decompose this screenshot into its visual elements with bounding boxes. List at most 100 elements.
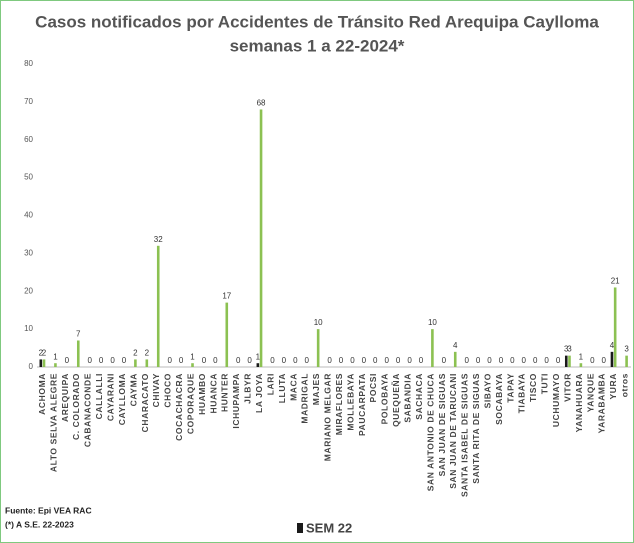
value-label: 1 bbox=[256, 352, 261, 361]
value-label: 0 bbox=[179, 356, 184, 365]
x-tick-label: SAN JUAN DE SIGUAS bbox=[437, 373, 447, 476]
x-tick-label: CAYLLOMA bbox=[117, 373, 127, 425]
value-label: 0 bbox=[99, 356, 104, 365]
x-tick-label: SOCABAYA bbox=[494, 373, 504, 425]
x-tick-label: YANAHUARA bbox=[574, 373, 584, 432]
bar bbox=[610, 351, 614, 367]
value-label: 1 bbox=[53, 352, 58, 361]
value-label: 0 bbox=[339, 356, 344, 365]
x-tick-label: LA JOYA bbox=[254, 373, 264, 413]
bar bbox=[625, 355, 628, 367]
x-tick-label: ICHUPAMPA bbox=[231, 373, 241, 429]
y-tick-label: 0 bbox=[29, 362, 34, 371]
x-tick-label: AREQUIPA bbox=[60, 373, 70, 422]
value-label: 0 bbox=[442, 356, 447, 365]
value-label: 7 bbox=[76, 330, 81, 339]
x-tick-label: SACHACA bbox=[414, 373, 424, 420]
value-label: 3 bbox=[564, 345, 569, 354]
x-tick-label: LLUTA bbox=[277, 373, 287, 403]
bar bbox=[564, 355, 568, 367]
x-tick-label: ACHOMA bbox=[37, 373, 47, 415]
value-label: 10 bbox=[428, 318, 437, 327]
bar bbox=[145, 359, 149, 367]
value-label: 2 bbox=[42, 349, 47, 358]
legend-label: SEM 22 bbox=[306, 520, 352, 535]
value-label: 0 bbox=[487, 356, 492, 365]
y-tick-label: 80 bbox=[24, 59, 33, 68]
x-tick-label: C. COLORADO bbox=[71, 373, 81, 440]
value-label: 0 bbox=[602, 356, 607, 365]
x-tick-label: TISCO bbox=[528, 373, 538, 402]
bar bbox=[76, 340, 80, 367]
y-tick-label: 50 bbox=[24, 173, 33, 182]
value-label: 10 bbox=[314, 318, 323, 327]
value-label: 0 bbox=[167, 356, 172, 365]
x-tick-label: CHOCO bbox=[163, 373, 173, 408]
bar bbox=[256, 363, 260, 367]
value-label: 17 bbox=[222, 292, 231, 301]
x-tick-label: MACA bbox=[288, 373, 298, 401]
x-tick-label: CHIVAY bbox=[151, 373, 161, 407]
value-label: 0 bbox=[247, 356, 252, 365]
x-tick-label: YARABAMBA bbox=[597, 373, 607, 433]
value-label: 0 bbox=[110, 356, 115, 365]
bar bbox=[431, 329, 434, 367]
x-tick-label: QUEQUEÑA bbox=[391, 373, 401, 427]
x-tick-label: SANTA ISABEL DE SIGUAS bbox=[460, 373, 470, 497]
x-tick-label: CAYMA bbox=[128, 373, 138, 406]
value-label: 0 bbox=[544, 356, 549, 365]
value-label: 0 bbox=[236, 356, 241, 365]
x-tick-label: HUAMBO bbox=[197, 373, 207, 415]
value-label: 0 bbox=[419, 356, 424, 365]
x-tick-label: POCSI bbox=[368, 373, 378, 402]
x-tick-label: LARI bbox=[265, 373, 275, 395]
bar bbox=[42, 359, 46, 367]
bar bbox=[39, 359, 43, 367]
value-label: 68 bbox=[257, 99, 266, 108]
value-label: 3 bbox=[567, 345, 572, 354]
value-label: 0 bbox=[396, 356, 401, 365]
value-label: 0 bbox=[510, 356, 515, 365]
x-tick-label: YANQUE bbox=[585, 373, 595, 412]
bar bbox=[156, 245, 160, 367]
value-label: 0 bbox=[533, 356, 538, 365]
x-tick-label: MARIANO MELGAR bbox=[323, 373, 333, 461]
x-tick-label: ALTO SELVA ALEGRE bbox=[48, 373, 58, 472]
x-tick-label: MOLLEBAYA bbox=[345, 373, 355, 431]
x-tick-label: HUNTER bbox=[220, 373, 230, 412]
y-tick-label: 10 bbox=[24, 324, 33, 333]
y-tick-label: 30 bbox=[24, 248, 33, 257]
value-label: 0 bbox=[202, 356, 207, 365]
value-label: 32 bbox=[154, 235, 163, 244]
value-label: 0 bbox=[270, 356, 275, 365]
value-label: 0 bbox=[122, 356, 127, 365]
value-label: 0 bbox=[213, 356, 218, 365]
value-label: 0 bbox=[476, 356, 481, 365]
value-label: 0 bbox=[556, 356, 561, 365]
bar bbox=[225, 302, 229, 367]
value-label: 3 bbox=[624, 345, 629, 354]
value-label: 0 bbox=[522, 356, 527, 365]
x-tick-label: POLOBAYA bbox=[380, 373, 390, 424]
x-tick-label: SAN JUAN DE TARUCANI bbox=[448, 373, 458, 489]
x-tick-label: TUTI bbox=[540, 373, 550, 394]
value-label: 2 bbox=[133, 349, 138, 358]
x-tick-label: CALLALLI bbox=[94, 373, 104, 419]
y-tick-label: 40 bbox=[24, 211, 33, 220]
value-label: 0 bbox=[499, 356, 504, 365]
bar bbox=[134, 359, 137, 367]
value-label: 0 bbox=[293, 356, 298, 365]
value-label: 2 bbox=[145, 349, 150, 358]
x-tick-label: TAPAY bbox=[505, 373, 515, 403]
x-tick-label: CABANACONDE bbox=[83, 373, 93, 447]
value-label: 21 bbox=[611, 277, 620, 286]
value-label: 1 bbox=[190, 352, 195, 361]
value-label: 0 bbox=[362, 356, 367, 365]
legend-swatch bbox=[297, 523, 303, 533]
value-label: 4 bbox=[453, 341, 458, 350]
x-tick-label: SABANDIA bbox=[403, 373, 413, 423]
bar bbox=[453, 351, 457, 367]
value-label: 0 bbox=[464, 356, 469, 365]
